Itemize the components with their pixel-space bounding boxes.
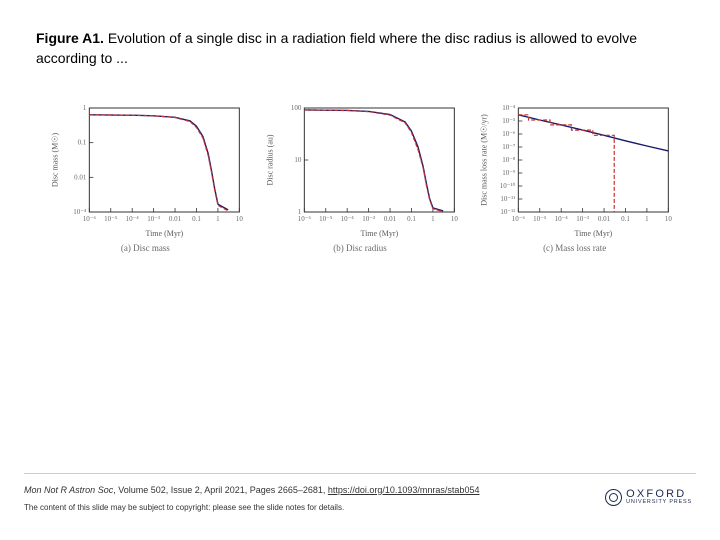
panel-b-sub: (b) Disc radius: [333, 243, 387, 253]
svg-text:0.1: 0.1: [78, 139, 87, 147]
svg-text:0.01: 0.01: [169, 215, 182, 223]
svg-text:10⁻⁶: 10⁻⁶: [503, 130, 517, 138]
copyright-text: The content of this slide may be subject…: [24, 503, 696, 512]
svg-text:10⁻³: 10⁻³: [362, 215, 375, 223]
figure-label: Figure A1.: [36, 30, 104, 46]
svg-text:1: 1: [431, 215, 435, 223]
svg-text:0.1: 0.1: [621, 215, 630, 223]
svg-text:10⁻⁴: 10⁻⁴: [340, 215, 354, 223]
svg-text:10⁻⁶: 10⁻⁶: [297, 215, 311, 223]
svg-text:0.01: 0.01: [384, 215, 397, 223]
svg-text:0.1: 0.1: [407, 215, 416, 223]
oxford-logo-icon: [605, 489, 622, 506]
figure-caption: Figure A1. Evolution of a single disc in…: [36, 28, 660, 69]
svg-text:10: 10: [451, 215, 459, 223]
svg-text:10⁻⁵: 10⁻⁵: [319, 215, 333, 223]
svg-text:10⁻⁴: 10⁻⁴: [73, 208, 87, 216]
svg-text:1: 1: [83, 104, 87, 112]
svg-text:1: 1: [646, 215, 650, 223]
svg-text:10⁻⁵: 10⁻⁵: [503, 117, 517, 125]
panel-a-svg: 10⁻⁶ 10⁻⁵ 10⁻⁴ 10⁻³ 0.01 0.1 1 10 10⁻⁴ 0.01 0.1 1 Ti…: [44, 100, 247, 240]
panel-c: 10⁻⁶ 10⁻⁵ 10⁻⁴ 10⁻³ 0.01 0.1 1 10 10⁻¹² 10⁻¹¹ 10⁻¹…: [473, 100, 676, 253]
publisher-sub: UNIVERSITY PRESS: [626, 500, 692, 506]
citation-line: Mon Not R Astron Soc, Volume 502, Issue …: [24, 484, 696, 498]
svg-text:10⁻⁷: 10⁻⁷: [503, 143, 517, 151]
svg-text:Time (Myr): Time (Myr): [360, 229, 398, 238]
svg-text:10: 10: [294, 156, 302, 164]
svg-text:1: 1: [216, 215, 220, 223]
figure-caption-text: Evolution of a single disc in a radiatio…: [36, 30, 637, 66]
svg-text:Disc mass loss rate (M☉/yr): Disc mass loss rate (M☉/yr): [480, 114, 489, 206]
panel-a: 10⁻⁶ 10⁻⁵ 10⁻⁴ 10⁻³ 0.01 0.1 1 10 10⁻⁴ 0.01 0.1 1 Ti…: [44, 100, 247, 253]
svg-text:10⁻¹⁰: 10⁻¹⁰: [500, 182, 516, 190]
citation-journal: Mon Not R Astron Soc: [24, 485, 113, 495]
svg-text:1: 1: [298, 208, 302, 216]
svg-text:10⁻¹²: 10⁻¹²: [501, 208, 516, 216]
svg-text:10⁻⁶: 10⁻⁶: [83, 215, 97, 223]
panel-b-svg: 10⁻⁶ 10⁻⁵ 10⁻⁴ 10⁻³ 0.01 0.1 1 10 1 10 100 Time (My…: [259, 100, 462, 240]
svg-text:10⁻⁸: 10⁻⁸: [503, 156, 517, 164]
svg-text:Time (Myr): Time (Myr): [575, 229, 613, 238]
citation-doi-link[interactable]: https://doi.org/10.1093/mnras/stab054: [328, 485, 480, 495]
svg-text:10⁻⁹: 10⁻⁹: [503, 169, 517, 177]
svg-text:10: 10: [665, 215, 673, 223]
svg-text:10⁻⁵: 10⁻⁵: [534, 215, 548, 223]
citation-block: Mon Not R Astron Soc, Volume 502, Issue …: [24, 473, 696, 513]
svg-text:10: 10: [236, 215, 244, 223]
publisher-logo: OXFORD UNIVERSITY PRESS: [605, 489, 692, 506]
panel-b: 10⁻⁶ 10⁻⁵ 10⁻⁴ 10⁻³ 0.01 0.1 1 10 1 10 100 Time (My…: [259, 100, 462, 253]
citation-details: , Volume 502, Issue 2, April 2021, Pages…: [113, 485, 328, 495]
svg-text:0.01: 0.01: [598, 215, 611, 223]
svg-text:0.01: 0.01: [74, 173, 87, 181]
svg-text:10⁻⁴: 10⁻⁴: [555, 215, 569, 223]
panel-c-sub: (c) Mass loss rate: [543, 243, 606, 253]
svg-text:Disc radius (au): Disc radius (au): [265, 134, 274, 185]
svg-text:Disc mass (M☉): Disc mass (M☉): [50, 133, 59, 188]
svg-text:10⁻³: 10⁻³: [147, 215, 160, 223]
svg-text:10⁻⁵: 10⁻⁵: [104, 215, 118, 223]
panel-row: 10⁻⁶ 10⁻⁵ 10⁻⁴ 10⁻³ 0.01 0.1 1 10 10⁻⁴ 0.01 0.1 1 Ti…: [44, 100, 676, 253]
svg-text:Time (Myr): Time (Myr): [145, 229, 183, 238]
svg-text:10⁻¹¹: 10⁻¹¹: [501, 195, 516, 203]
svg-text:10⁻⁴: 10⁻⁴: [126, 215, 140, 223]
svg-text:100: 100: [291, 104, 302, 112]
panel-a-sub: (a) Disc mass: [121, 243, 170, 253]
publisher-logo-text: OXFORD UNIVERSITY PRESS: [626, 489, 692, 506]
svg-text:10⁻⁶: 10⁻⁶: [512, 215, 526, 223]
svg-text:10⁻⁴: 10⁻⁴: [503, 104, 517, 112]
svg-text:10⁻³: 10⁻³: [577, 215, 590, 223]
svg-text:0.1: 0.1: [192, 215, 201, 223]
panel-c-svg: 10⁻⁶ 10⁻⁵ 10⁻⁴ 10⁻³ 0.01 0.1 1 10 10⁻¹² 10⁻¹¹ 10⁻¹…: [473, 100, 676, 240]
